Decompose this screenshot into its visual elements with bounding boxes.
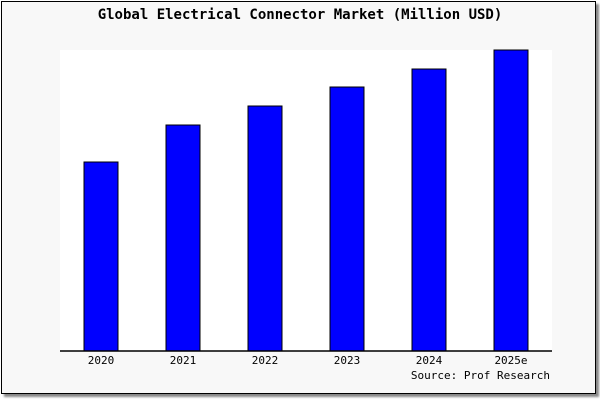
x-tick-label: 2020 [88, 354, 115, 367]
bar-2020 [83, 161, 119, 352]
x-tick-label: 2025e [494, 354, 527, 367]
bar-2022 [247, 105, 283, 352]
source-note: Source: Prof Research [411, 369, 550, 382]
bar-2021 [165, 124, 201, 352]
x-tick-label: 2022 [252, 354, 279, 367]
x-tick-label: 2024 [416, 354, 443, 367]
bar-2024 [411, 68, 447, 352]
bar-2025e [493, 49, 529, 352]
x-tick-label: 2021 [170, 354, 197, 367]
bar-2023 [329, 86, 365, 352]
chart-title: Global Electrical Connector Market (Mill… [98, 7, 503, 23]
x-tick-label: 2023 [334, 354, 361, 367]
plot-area [60, 50, 552, 351]
